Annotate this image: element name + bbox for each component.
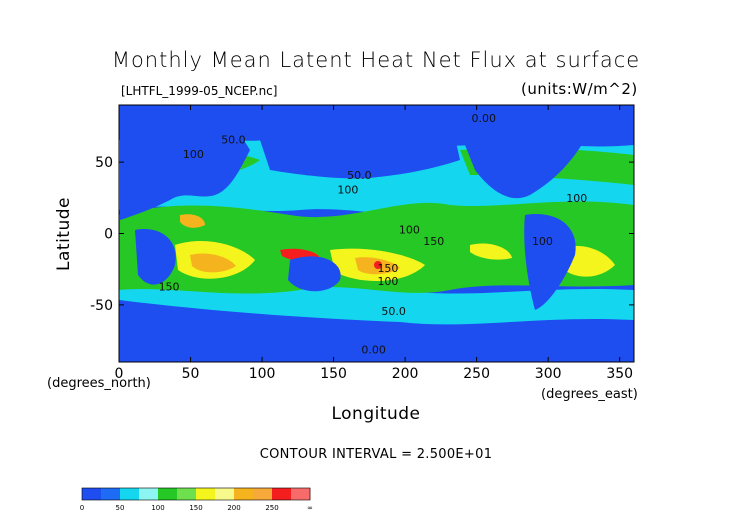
contour-label: 150 [377,262,398,275]
x-tick-label: 200 [392,366,419,382]
x-tick-label: 250 [463,366,490,382]
colorbar-label: 0 [80,504,84,512]
contour-label: 100 [566,192,587,205]
colorbar-bin [253,488,273,500]
field-max-as [180,214,205,228]
y-tick-label: -50 [90,298,113,314]
colorbar-bin [120,488,140,500]
colorbar-label: 100 [151,504,164,512]
contour-interval: CONTOUR INTERVAL = 2.500E+01 [259,447,493,462]
contour-label: 100 [183,148,204,161]
x-tick-label: 50 [182,366,200,382]
colorbar-bin [82,488,102,500]
x-tick-label: 300 [535,366,562,382]
colorbar-label: ∞ [307,504,313,512]
land-north-america [455,115,590,199]
contour-label: 100 [532,235,553,248]
contour-label: 150 [423,235,444,248]
chart-title: Monthly Mean Latent Heat Net Flux at sur… [111,48,641,72]
contour-label: 100 [399,224,420,237]
land-asia [250,107,460,179]
colorbar-bin [234,488,254,500]
colorbar-frame [81,487,311,501]
x-ticks: 0 50 100 150 200 250 300 350 [115,105,633,382]
colorbar: 0 50 100 150 200 250 ∞ [80,487,313,512]
x-tick-label: 100 [249,366,276,382]
colorbar-bin [196,488,216,500]
colorbar-label: 150 [189,504,202,512]
field-tropics [119,201,634,294]
land-eurasia-west [120,109,250,220]
contour-label: 50.0 [347,169,372,182]
contour-label: 50.0 [381,305,406,318]
x-tick-label: 150 [320,366,347,382]
colorbar-label: 250 [265,504,278,512]
x-axis-unit: (degrees_east) [541,387,638,402]
field-max-ep [470,243,512,260]
land-africa [135,229,176,285]
colorbar-bin [291,488,311,500]
colorbar-bin [101,488,121,500]
units-label: (units:W/m^2) [521,80,638,98]
field-max-sp-peak [374,261,382,269]
y-ticks: 50 0 -50 [90,155,634,314]
contour-label: 100 [337,184,358,197]
contour-label: 150 [159,281,180,294]
colorbar-bin [139,488,159,500]
land-south-america [524,214,576,310]
land-australia [288,256,341,292]
contour-label: 0.00 [472,112,497,125]
colorbar-bin [158,488,178,500]
file-subtitle: [LHTFL_1999-05_NCEP.nc] [121,84,278,98]
colorbar-label: 50 [116,504,125,512]
land-antarctica [119,330,634,362]
contour-label: 50.0 [221,134,246,147]
colorbar-bin [272,488,292,500]
contour-label: 0.00 [361,343,386,356]
heatmap-field [119,105,634,362]
x-axis-label: Longitude [331,404,421,424]
field-max-io-core [190,253,236,273]
colorbar-label: 200 [227,504,240,512]
y-tick-label: 0 [104,227,113,243]
x-tick-label: 350 [606,366,633,382]
contour-label: 100 [377,275,398,288]
y-axis-unit: (degrees_north) [47,376,151,391]
y-tick-label: 50 [95,155,113,171]
x-tick-label: 0 [115,366,124,382]
colorbar-bin [177,488,197,500]
colorbar-bin [215,488,235,500]
